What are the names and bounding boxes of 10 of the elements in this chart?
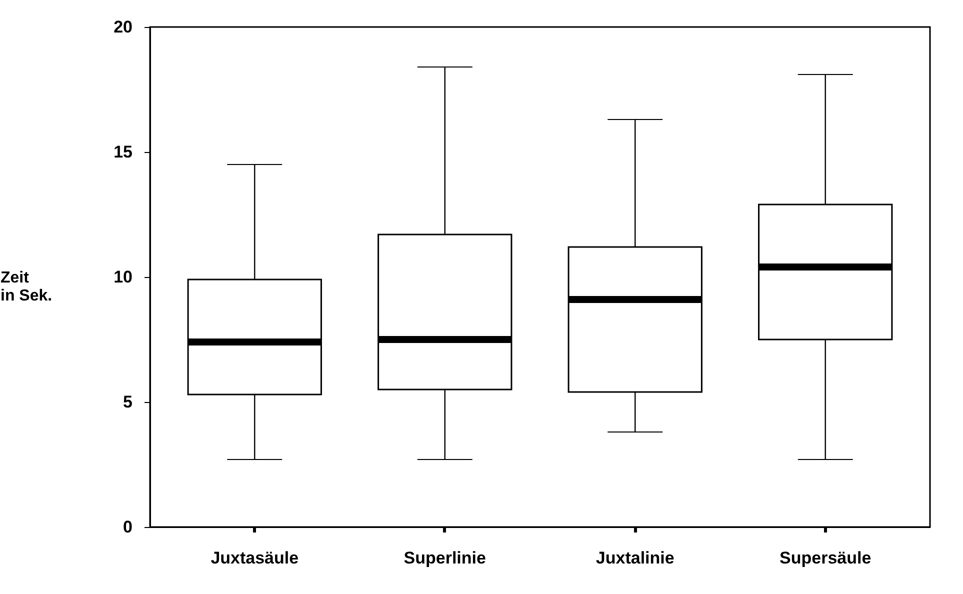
y-tick-label: 10 bbox=[114, 268, 132, 286]
y-tick-label: 0 bbox=[123, 518, 132, 536]
y-tick-label: 15 bbox=[114, 142, 132, 162]
y-axis-title: Zeit in Sek. bbox=[0, 270, 52, 304]
y-tick-label: 20 bbox=[114, 18, 132, 36]
y-tick-label: 5 bbox=[123, 392, 132, 412]
x-tick-label: Juxtalinie bbox=[596, 548, 674, 568]
x-tick-label: Superlinie bbox=[404, 548, 486, 568]
x-tick-label: Juxtasäule bbox=[210, 548, 299, 568]
x-tick-label: Supersäule bbox=[780, 548, 872, 568]
